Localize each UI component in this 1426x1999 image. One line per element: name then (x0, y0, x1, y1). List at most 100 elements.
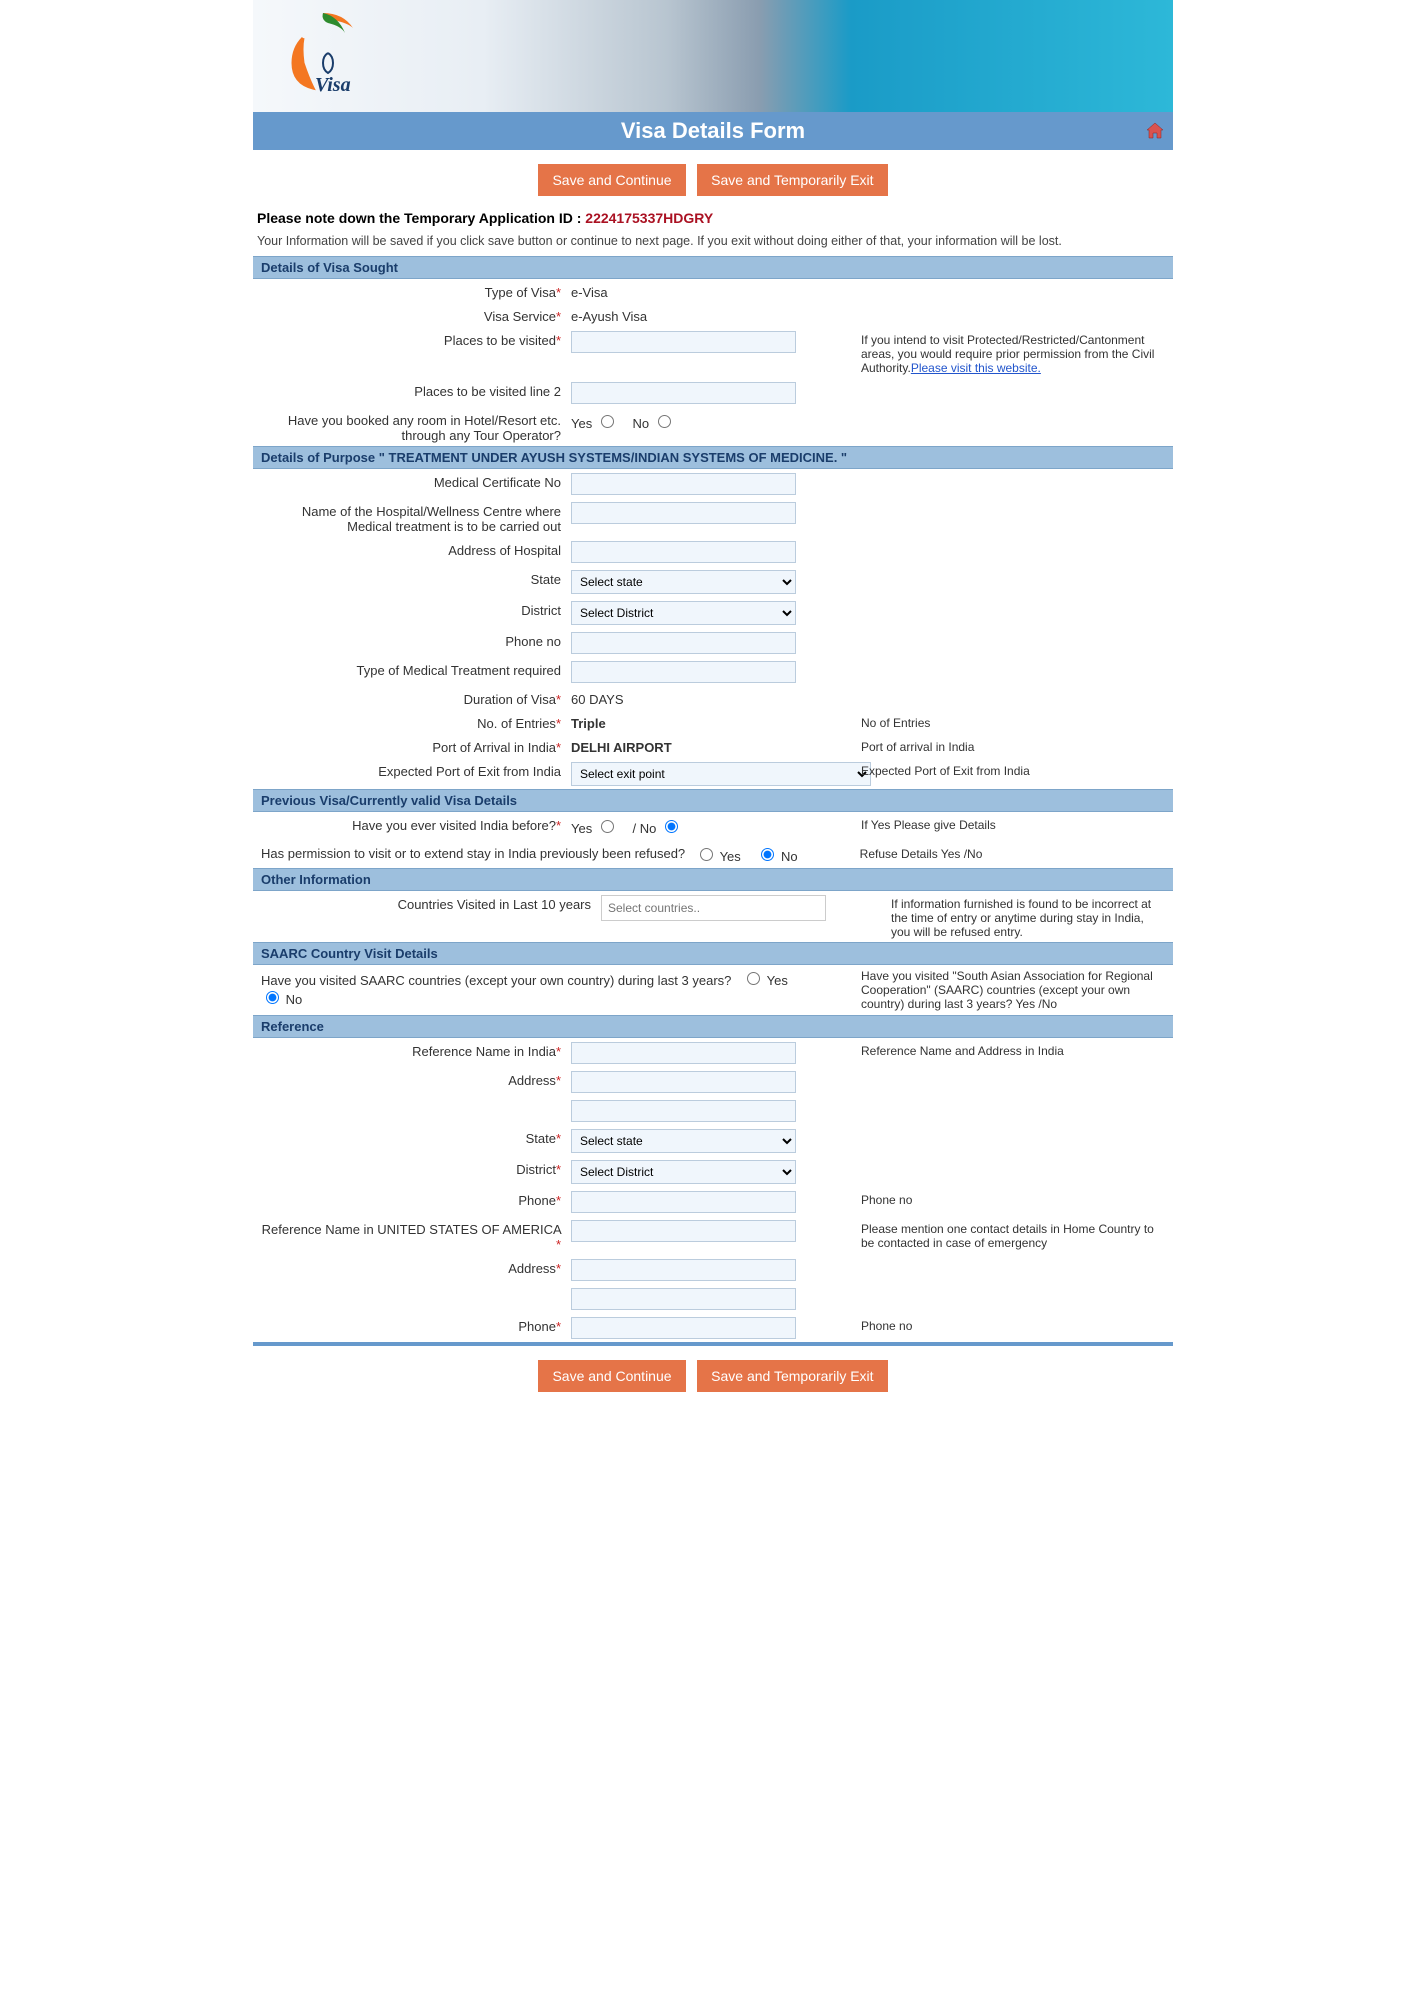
hospital-state-label: State (531, 572, 561, 587)
ref-home-phone-help: Phone no (861, 1319, 912, 1333)
duration-label: Duration of Visa (464, 692, 556, 707)
hospital-address-label: Address of Hospital (448, 543, 561, 558)
save-exit-button-bottom[interactable]: Save and Temporarily Exit (697, 1360, 887, 1392)
visited-help: If Yes Please give Details (861, 818, 996, 832)
ref-home-address1-input[interactable] (571, 1259, 796, 1281)
refused-no-radio[interactable] (761, 848, 774, 861)
section-reference: Reference (253, 1015, 1173, 1038)
medcert-label: Medical Certificate No (434, 475, 561, 490)
visa-service-value: e-Ayush Visa (571, 307, 647, 324)
ref-india-phone-help: Phone no (861, 1193, 912, 1207)
arrival-help: Port of arrival in India (861, 740, 974, 754)
ref-india-name-input[interactable] (571, 1042, 796, 1064)
ref-india-district-select[interactable]: Select District (571, 1160, 796, 1184)
entries-help: No of Entries (861, 716, 930, 730)
save-continue-button-bottom[interactable]: Save and Continue (538, 1360, 685, 1392)
application-id-line: Please note down the Temporary Applicati… (253, 210, 1173, 234)
hospital-phone-label: Phone no (505, 634, 561, 649)
hotel-yes-label[interactable]: Yes (571, 416, 617, 431)
treatment-label: Type of Medical Treatment required (357, 663, 562, 678)
duration-value: 60 DAYS (571, 690, 624, 707)
type-of-visa-value: e-Visa (571, 283, 608, 300)
hospital-phone-input[interactable] (571, 632, 796, 654)
svg-text:Visa: Visa (315, 74, 351, 96)
banner: Visa (253, 0, 1173, 112)
section-other: Other Information (253, 868, 1173, 891)
save-continue-button[interactable]: Save and Continue (538, 164, 685, 196)
entries-label: No. of Entries (477, 716, 556, 731)
hotel-no-label[interactable]: No (632, 416, 673, 431)
ref-india-district-label: District (516, 1162, 556, 1177)
type-of-visa-label: Type of Visa (485, 285, 556, 300)
section-previous: Previous Visa/Currently valid Visa Detai… (253, 789, 1173, 812)
hospital-address-input[interactable] (571, 541, 796, 563)
home-icon[interactable] (1145, 121, 1165, 141)
countries-help: If information furnished is found to be … (891, 897, 1151, 939)
hospital-state-select[interactable]: Select state (571, 570, 796, 594)
saarc-no-radio[interactable] (266, 991, 279, 1004)
hotel-no-radio[interactable] (658, 415, 671, 428)
ref-india-phone-label: Phone (518, 1193, 556, 1208)
visited-no-radio[interactable] (665, 820, 678, 833)
exit-help: Expected Port of Exit from India (861, 764, 1030, 778)
refused-yes-label[interactable]: Yes (695, 849, 741, 864)
visited-no-label[interactable]: / No (632, 821, 680, 836)
ref-india-name-help: Reference Name and Address in India (861, 1044, 1064, 1058)
visited-yes-label[interactable]: Yes (571, 821, 617, 836)
ref-home-name-label: Reference Name in UNITED STATES OF AMERI… (262, 1222, 561, 1237)
top-button-row: Save and Continue Save and Temporarily E… (253, 150, 1173, 210)
hotel-question-label: Have you booked any room in Hotel/Resort… (288, 413, 561, 443)
ref-home-name-help: Please mention one contact details in Ho… (861, 1222, 1154, 1250)
hospital-label: Name of the Hospital/Wellness Centre whe… (302, 504, 561, 534)
exit-label: Expected Port of Exit from India (378, 764, 561, 779)
hotel-yes-radio[interactable] (601, 415, 614, 428)
visited-yes-radio[interactable] (601, 820, 614, 833)
application-id-value: 2224175337HDGRY (585, 210, 713, 226)
application-id-label: Please note down the Temporary Applicati… (257, 210, 585, 226)
ref-india-address-label: Address (508, 1073, 556, 1088)
ref-india-address2-input[interactable] (571, 1100, 796, 1122)
ref-india-name-label: Reference Name in India (412, 1044, 556, 1059)
ref-home-phone-input[interactable] (571, 1317, 796, 1339)
ref-india-state-label: State (526, 1131, 556, 1146)
visa-service-label: Visa Service (484, 309, 556, 324)
refused-yes-radio[interactable] (700, 848, 713, 861)
places2-input[interactable] (571, 382, 796, 404)
info-note: Your Information will be saved if you cl… (253, 234, 1173, 256)
arrival-label: Port of Arrival in India (432, 740, 556, 755)
ref-india-state-select[interactable]: Select state (571, 1129, 796, 1153)
places-input[interactable] (571, 331, 796, 353)
exit-select[interactable]: Select exit point (571, 762, 871, 786)
saarc-yes-radio[interactable] (747, 972, 760, 985)
ref-home-address-label: Address (508, 1261, 556, 1276)
hospital-input[interactable] (571, 502, 796, 524)
places-label: Places to be visited (444, 333, 556, 348)
page-title: Visa Details Form (621, 118, 805, 143)
bottom-button-row: Save and Continue Save and Temporarily E… (253, 1346, 1173, 1406)
places-help-link[interactable]: Please visit this website. (911, 361, 1041, 375)
refused-help: Refuse Details Yes /No (820, 847, 1165, 861)
section-saarc: SAARC Country Visit Details (253, 942, 1173, 965)
ref-india-phone-input[interactable] (571, 1191, 796, 1213)
ref-home-name-input[interactable] (571, 1220, 796, 1242)
page-title-bar: Visa Details Form (253, 112, 1173, 150)
section-purpose: Details of Purpose " TREATMENT UNDER AYU… (253, 446, 1173, 469)
arrival-value: DELHI AIRPORT (571, 738, 672, 755)
hospital-district-label: District (521, 603, 561, 618)
medcert-input[interactable] (571, 473, 796, 495)
saarc-yes-label[interactable]: Yes (742, 973, 788, 988)
save-exit-button[interactable]: Save and Temporarily Exit (697, 164, 887, 196)
evisa-logo: Visa (273, 8, 373, 103)
saarc-no-label[interactable]: No (261, 992, 302, 1007)
entries-value: Triple (571, 714, 606, 731)
section-visa-sought: Details of Visa Sought (253, 256, 1173, 279)
refused-q-label: Has permission to visit or to extend sta… (261, 846, 685, 861)
refused-no-label[interactable]: No (756, 849, 797, 864)
treatment-input[interactable] (571, 661, 796, 683)
hospital-district-select[interactable]: Select District (571, 601, 796, 625)
ref-home-phone-label: Phone (518, 1319, 556, 1334)
saarc-q-label: Have you visited SAARC countries (except… (261, 973, 731, 988)
ref-india-address1-input[interactable] (571, 1071, 796, 1093)
ref-home-address2-input[interactable] (571, 1288, 796, 1310)
countries-input[interactable] (601, 895, 826, 921)
